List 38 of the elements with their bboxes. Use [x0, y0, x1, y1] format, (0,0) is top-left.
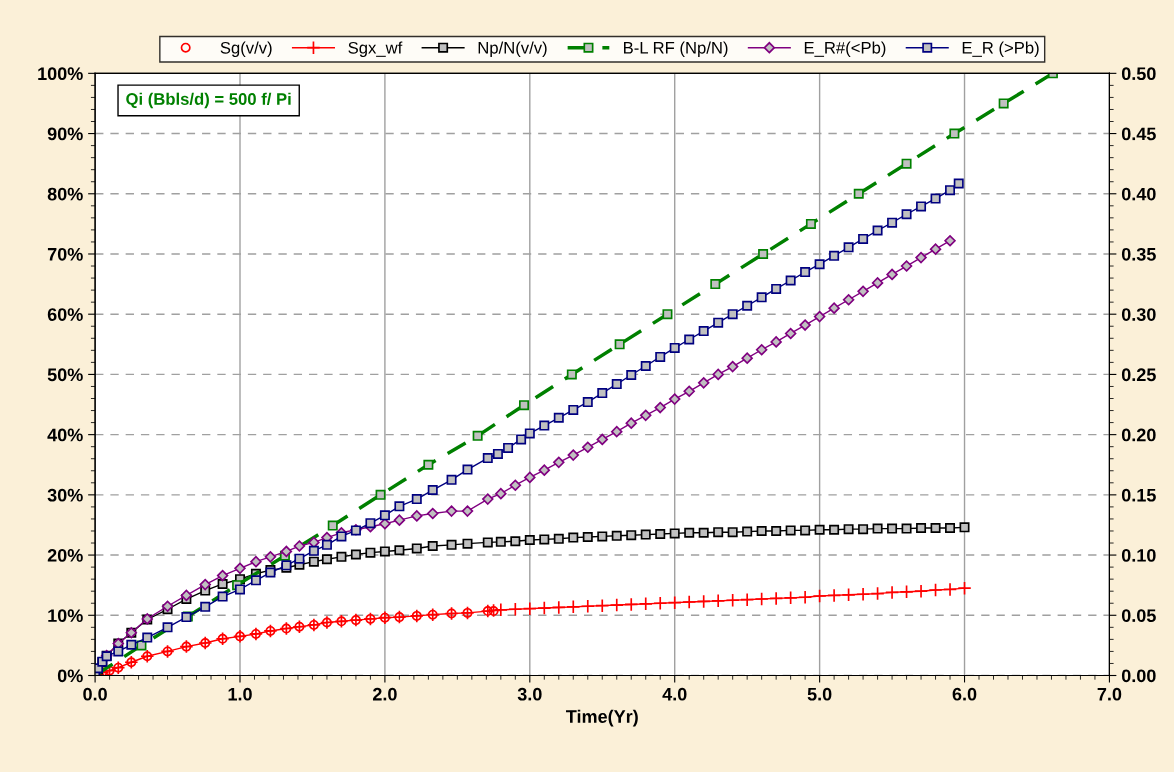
- x-tick-label: 0.0: [83, 687, 107, 701]
- y2-tick-label: 0.25: [1121, 368, 1156, 382]
- x-tick-label: 4.0: [662, 687, 687, 701]
- y-tick-label: 100%: [38, 67, 83, 81]
- x-tick-label: 2.0: [372, 687, 397, 701]
- y2-tick-label: 0.35: [1121, 247, 1156, 261]
- y2-tick-label: 0.30: [1121, 308, 1156, 321]
- y2-tick-label: 0.40: [1121, 187, 1156, 201]
- y-tick-label: 70%: [47, 247, 83, 261]
- legend-label: E_R#(<Pb): [804, 41, 886, 57]
- annotation: Qi (Bbls/d) = 500 f/ Pi: [126, 92, 291, 109]
- y-tick-label: 90%: [47, 127, 83, 141]
- x-tick-label: 7.0: [1097, 687, 1122, 701]
- x-tick-label: 6.0: [952, 687, 977, 701]
- legend-label: Sg(v/v): [220, 41, 272, 57]
- x-tick-label: 3.0: [517, 687, 542, 701]
- y2-tick-label: 0.45: [1121, 127, 1156, 141]
- y2-tick-label: 0.50: [1121, 67, 1156, 81]
- y2-tick-label: 0.00: [1121, 669, 1156, 683]
- y-tick-label: 50%: [47, 368, 83, 382]
- legend-label: Sgx_wf: [348, 41, 403, 57]
- y2-tick-label: 0.20: [1121, 428, 1156, 442]
- y2-tick-label: 0.10: [1121, 549, 1156, 562]
- y-tick-label: 20%: [47, 549, 83, 562]
- y-tick-label: 10%: [48, 609, 83, 622]
- y-tick-label: 30%: [47, 488, 83, 502]
- legend-label: B-L RF (Np/N): [624, 41, 728, 57]
- x-axis-title: Time(Yr): [566, 709, 638, 727]
- y-tick-label: 40%: [47, 428, 83, 442]
- y-tick-label: 60%: [47, 308, 83, 321]
- x-tick-label: 1.0: [228, 687, 252, 701]
- legend-label: E_R (>Pb): [962, 41, 1039, 57]
- y2-tick-label: 0.15: [1121, 488, 1156, 502]
- y-tick-label: 0%: [57, 669, 83, 683]
- y-tick-label: 80%: [47, 187, 83, 201]
- legend-label: Np/N(v/v): [478, 41, 547, 57]
- x-tick-label: 5.0: [807, 687, 832, 701]
- y2-tick-label: 0.05: [1121, 609, 1156, 622]
